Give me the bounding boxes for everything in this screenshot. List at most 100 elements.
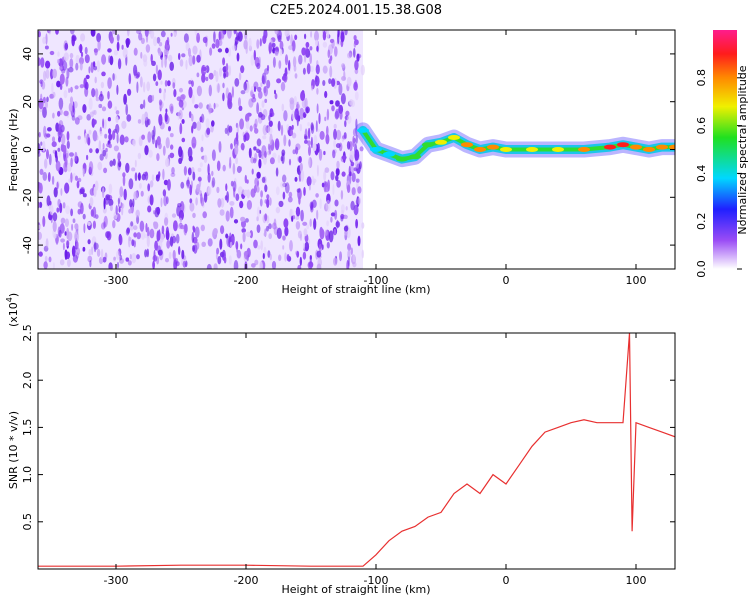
noise-speckle xyxy=(113,145,119,152)
noise-speckle xyxy=(40,93,43,101)
noise-speckle xyxy=(195,241,200,250)
noise-speckle xyxy=(38,131,41,138)
noise-speckle xyxy=(151,134,155,145)
noise-speckle xyxy=(261,75,265,85)
noise-speckle xyxy=(211,177,216,188)
noise-speckle xyxy=(359,161,362,170)
noise-speckle xyxy=(250,55,255,66)
noise-speckle xyxy=(186,183,190,189)
noise-speckle xyxy=(66,150,69,159)
noise-speckle xyxy=(102,207,107,214)
noise-speckle-field xyxy=(38,30,365,269)
noise-speckle xyxy=(90,209,94,217)
noise-speckle xyxy=(350,247,353,255)
noise-speckle xyxy=(134,172,138,182)
noise-speckle xyxy=(201,66,207,71)
noise-speckle xyxy=(307,127,311,140)
noise-speckle xyxy=(215,38,220,49)
noise-speckle xyxy=(189,202,195,212)
noise-speckle xyxy=(213,102,216,110)
noise-speckle xyxy=(115,110,120,115)
noise-speckle xyxy=(256,138,262,147)
noise-speckle xyxy=(236,250,242,260)
noise-speckle xyxy=(44,255,48,262)
ridge-point xyxy=(526,147,538,152)
noise-speckle xyxy=(215,71,219,83)
noise-speckle xyxy=(89,148,93,154)
noise-speckle xyxy=(103,119,107,130)
noise-speckle xyxy=(109,55,114,66)
noise-speckle xyxy=(233,219,239,224)
noise-speckle xyxy=(194,104,199,109)
noise-speckle xyxy=(225,210,230,222)
noise-speckle xyxy=(341,171,346,177)
ridge-point xyxy=(370,147,382,152)
noise-speckle xyxy=(42,215,46,228)
noise-speckle xyxy=(105,231,110,239)
noise-speckle xyxy=(52,212,58,222)
noise-speckle xyxy=(140,190,144,197)
noise-speckle xyxy=(277,35,282,43)
noise-speckle xyxy=(98,103,103,109)
noise-speckle xyxy=(130,221,134,227)
noise-speckle xyxy=(180,149,184,161)
noise-speckle xyxy=(329,65,333,78)
noise-speckle xyxy=(60,238,65,243)
y-tick-label: 20 xyxy=(21,95,34,109)
noise-speckle xyxy=(259,198,263,207)
noise-speckle xyxy=(56,207,60,213)
noise-speckle xyxy=(258,112,263,118)
noise-speckle xyxy=(205,76,209,82)
noise-speckle xyxy=(116,250,120,261)
ridge-point xyxy=(409,154,421,160)
noise-speckle xyxy=(308,156,311,169)
noise-speckle xyxy=(63,110,69,117)
noise-speckle xyxy=(80,33,86,42)
noise-speckle xyxy=(290,129,293,136)
noise-speckle xyxy=(352,261,357,268)
noise-speckle xyxy=(296,251,300,258)
noise-speckle xyxy=(283,218,289,229)
noise-speckle xyxy=(324,116,327,122)
noise-speckle xyxy=(245,231,251,237)
noise-speckle xyxy=(67,258,71,268)
noise-speckle xyxy=(47,172,51,182)
noise-speckle xyxy=(128,208,132,214)
noise-speckle xyxy=(341,155,347,160)
noise-speckle xyxy=(147,131,152,143)
spectrogram-x-ticks: -300 -200 -100 0 100 xyxy=(104,30,647,287)
noise-speckle xyxy=(102,118,105,129)
noise-speckle xyxy=(52,220,57,233)
noise-speckle xyxy=(128,73,132,85)
noise-speckle xyxy=(101,71,106,77)
noise-speckle xyxy=(147,226,150,239)
noise-speckle xyxy=(322,30,327,41)
noise-speckle xyxy=(326,241,330,249)
noise-speckle xyxy=(82,193,87,198)
noise-speckle xyxy=(40,141,43,146)
noise-speckle xyxy=(86,133,90,145)
noise-speckle xyxy=(119,254,123,261)
noise-speckle xyxy=(272,222,277,230)
noise-speckle xyxy=(344,115,349,121)
noise-speckle xyxy=(219,238,223,250)
noise-speckle xyxy=(70,157,73,168)
noise-speckle xyxy=(201,241,206,247)
noise-speckle xyxy=(211,43,216,49)
noise-speckle xyxy=(71,245,76,257)
noise-speckle xyxy=(231,45,237,51)
noise-speckle xyxy=(108,183,113,195)
noise-speckle xyxy=(288,191,293,198)
noise-speckle xyxy=(129,199,133,208)
noise-speckle xyxy=(316,103,319,114)
noise-speckle xyxy=(253,158,257,164)
noise-speckle xyxy=(60,188,63,196)
noise-speckle xyxy=(168,251,172,259)
noise-speckle xyxy=(319,198,322,209)
noise-speckle xyxy=(92,130,98,142)
noise-speckle xyxy=(107,100,113,109)
noise-speckle xyxy=(188,111,192,119)
noise-speckle xyxy=(256,39,260,49)
noise-speckle xyxy=(298,156,302,163)
